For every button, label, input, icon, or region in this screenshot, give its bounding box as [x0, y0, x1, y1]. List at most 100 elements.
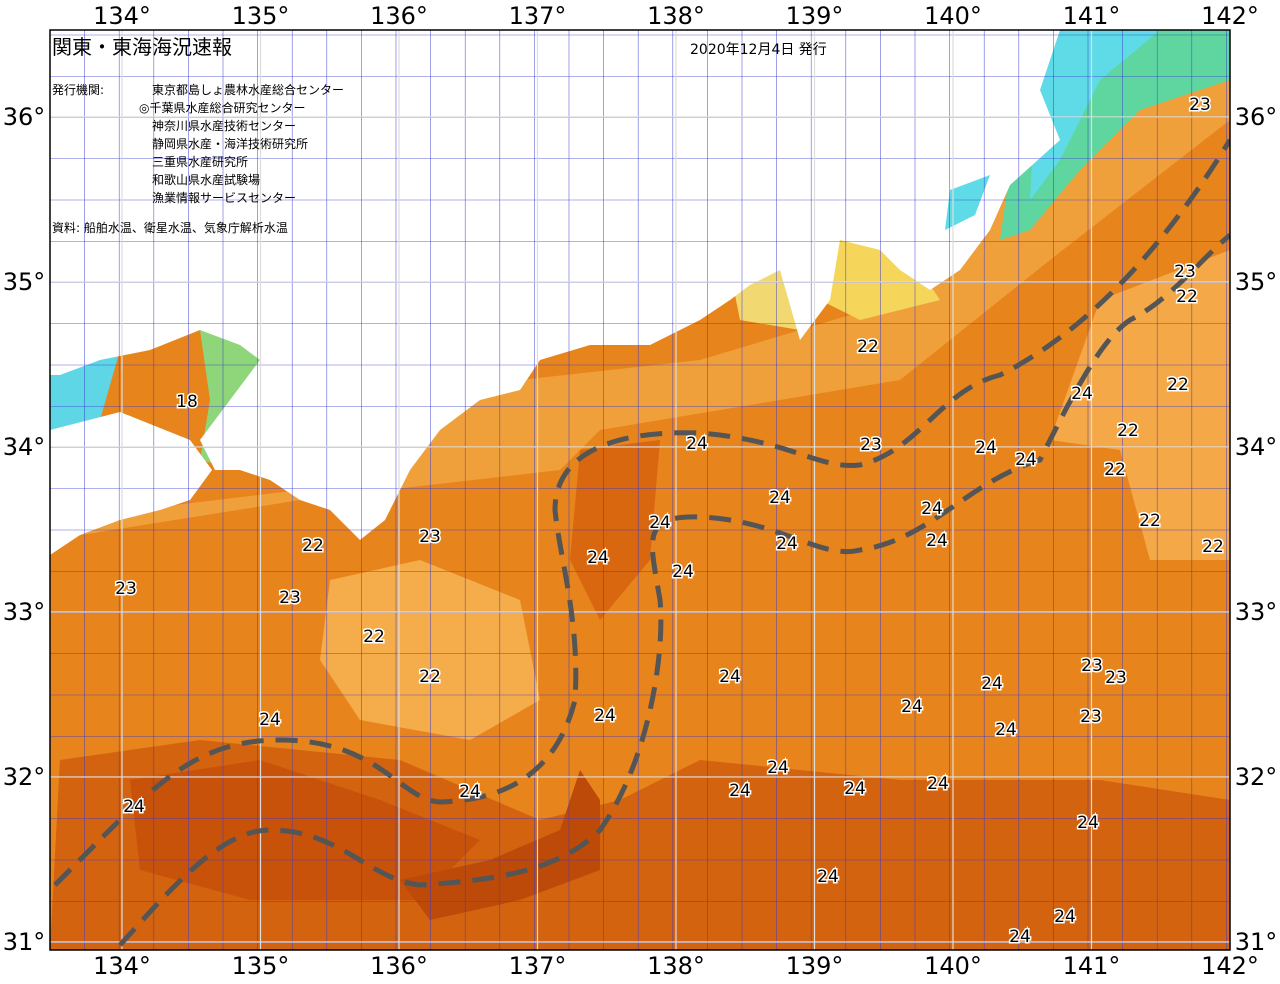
- longitude-label: 142°: [1201, 952, 1259, 980]
- contour-label: 24: [776, 534, 798, 554]
- latitude-label: 33°: [3, 598, 46, 626]
- issuer: 静岡県水産・海洋技術研究所: [152, 136, 308, 151]
- issuer-label: 発行機関:: [52, 82, 104, 97]
- contour-label: 24: [594, 706, 616, 726]
- contour-label: 23: [1189, 95, 1211, 115]
- issuer: ◎千葉県水産総合研究センター: [139, 100, 305, 115]
- longitude-label: 134°: [93, 2, 151, 30]
- contour-label: 24: [769, 488, 791, 508]
- latitude-label: 32°: [3, 763, 46, 791]
- longitude-label: 141°: [1063, 952, 1121, 980]
- contour-label: 22: [857, 337, 879, 357]
- contour-label: 22: [363, 627, 385, 647]
- contour-label: 24: [672, 562, 694, 582]
- contour-label: 24: [123, 797, 145, 817]
- longitude-label: 136°: [370, 952, 428, 980]
- longitude-label: 142°: [1201, 2, 1259, 30]
- contour-label: 22: [1176, 287, 1198, 307]
- contour-label: 24: [901, 697, 923, 717]
- contour-label: 22: [1139, 511, 1161, 531]
- contour-label: 24: [1015, 450, 1037, 470]
- contour-label: 18: [176, 392, 198, 412]
- contour-label: 23: [419, 527, 441, 547]
- latitude-label: 35°: [1235, 268, 1278, 296]
- dashed-path: [118, 233, 1230, 947]
- axis-labels: 134° 134° 135° 135° 136° 136° 137° 137° 138° 138°…: [3, 2, 1278, 980]
- latitude-label: 31°: [3, 928, 46, 956]
- contour-label: 24: [686, 434, 708, 454]
- contour-label: 24: [981, 674, 1003, 694]
- longitude-label: 134°: [93, 952, 151, 980]
- longitude-label: 139°: [786, 2, 844, 30]
- contour-label: 24: [719, 667, 741, 687]
- contour-label: 24: [975, 438, 997, 458]
- longitude-label: 136°: [370, 2, 428, 30]
- warm-core: [130, 760, 480, 900]
- contour-label: 24: [817, 867, 839, 887]
- contour-label: 24: [927, 774, 949, 794]
- longitude-label: 137°: [509, 952, 567, 980]
- warm-band: [1050, 250, 1230, 560]
- longitude-label: 135°: [232, 952, 290, 980]
- contour-label: 24: [1009, 927, 1031, 947]
- contour-label: 23: [860, 435, 882, 455]
- issuer: 漁業情報サービスセンター: [152, 191, 296, 205]
- contour-label: 22: [1167, 375, 1189, 395]
- contour-label: 23: [279, 588, 301, 608]
- contour-label: 23: [1080, 707, 1102, 727]
- issuer: 三重県水産研究所: [152, 154, 248, 169]
- dashed-path: [53, 138, 1230, 887]
- source: 資料: 船舶水温、衛星水温、気象庁解析水温: [52, 220, 288, 235]
- longitude-label: 139°: [786, 952, 844, 980]
- latitude-label: 31°: [1235, 928, 1278, 956]
- contour-label: 24: [995, 720, 1017, 740]
- frame: [49, 29, 1231, 951]
- contour-label: 24: [844, 779, 866, 799]
- contour-label: 24: [1054, 907, 1076, 927]
- latitude-label: 35°: [3, 268, 46, 296]
- latitude-label: 36°: [3, 103, 46, 131]
- latitude-label: 34°: [1235, 433, 1278, 461]
- current-axis: [53, 138, 1230, 947]
- cold-coastal: [50, 350, 120, 450]
- latitude-label: 34°: [3, 433, 46, 461]
- contour-label: 22: [1104, 460, 1126, 480]
- contour-label: 22: [419, 667, 441, 687]
- contour-label: 24: [1071, 384, 1093, 404]
- issuer: 和歌山県水産試験場: [152, 172, 260, 187]
- contour-label: 24: [729, 781, 751, 801]
- latitude-label: 36°: [1235, 103, 1278, 131]
- contour-label: 23: [1105, 668, 1127, 688]
- title: 関東・東海海況速報: [52, 35, 232, 59]
- contour-label: 22: [1202, 537, 1224, 557]
- longitude-label: 137°: [509, 2, 567, 30]
- contour-label: 24: [1077, 813, 1099, 833]
- contour-label: 24: [259, 710, 281, 730]
- issuer: 神奈川県水産技術センター: [152, 118, 296, 133]
- issuer: 東京都島しょ農林水産総合センター: [152, 82, 344, 97]
- contour-label: 23: [115, 579, 137, 599]
- issue-date: 2020年12月4日 発行: [690, 42, 827, 58]
- cold-coastal: [1030, 30, 1160, 200]
- land: [50, 30, 1060, 540]
- contour-label: 24: [926, 531, 948, 551]
- longitude-label: 140°: [924, 2, 982, 30]
- longitude-label: 140°: [924, 952, 982, 980]
- contour-label: 24: [459, 782, 481, 802]
- latitude-label: 33°: [1235, 598, 1278, 626]
- contour-label: 23: [1081, 656, 1103, 676]
- longitude-label: 138°: [647, 2, 705, 30]
- contour-label: 24: [767, 758, 789, 778]
- contour-label: 24: [649, 513, 671, 533]
- contour-label: 22: [302, 536, 324, 556]
- grid: [50, 30, 1230, 950]
- contour-label: 24: [587, 548, 609, 568]
- contour-label: 23: [1174, 262, 1196, 282]
- contour-label: 22: [1117, 421, 1139, 441]
- contour-label: 24: [921, 499, 943, 519]
- bay: [945, 175, 990, 230]
